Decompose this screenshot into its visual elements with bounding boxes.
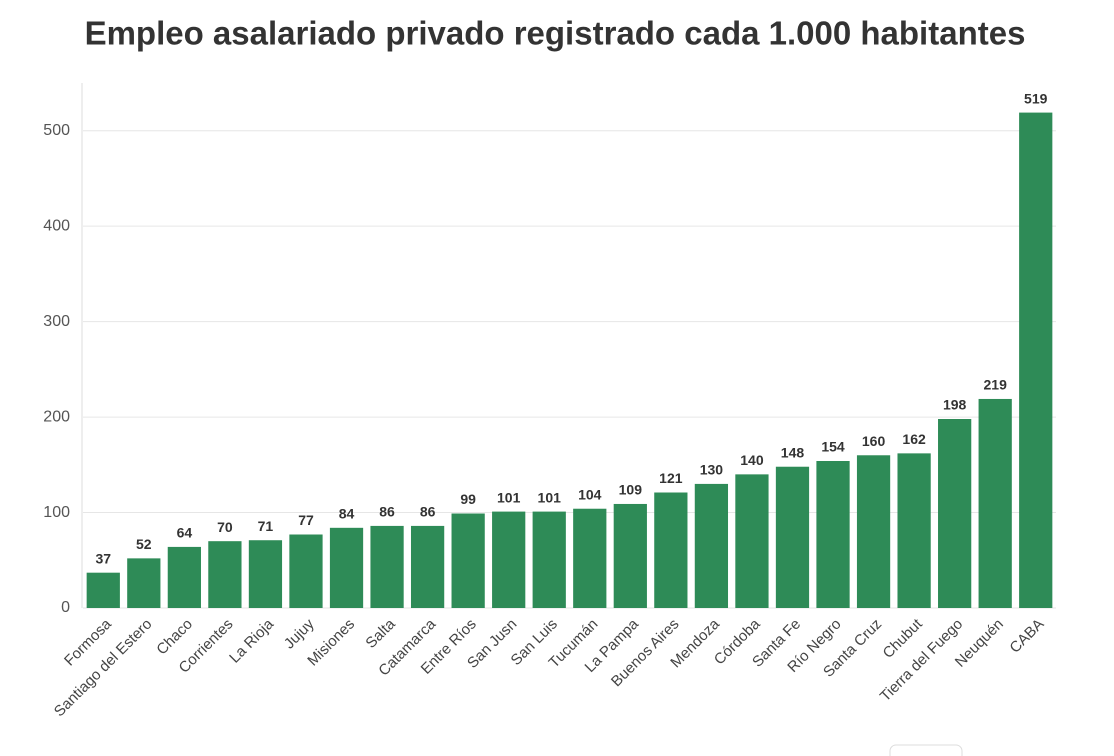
chart-title: Empleo asalariado privado registrado cad… xyxy=(85,15,1026,52)
bar xyxy=(735,474,769,608)
bar xyxy=(775,466,810,608)
value-label: 130 xyxy=(700,462,724,478)
y-tick-label: 100 xyxy=(43,504,70,521)
value-label: 160 xyxy=(862,433,886,449)
bar xyxy=(492,511,526,608)
value-label: 86 xyxy=(420,504,436,520)
value-label: 154 xyxy=(821,439,845,455)
bar xyxy=(289,534,323,608)
value-label: 99 xyxy=(460,491,476,507)
value-label: 70 xyxy=(217,519,233,535)
value-label: 148 xyxy=(781,444,805,460)
bar xyxy=(532,511,566,608)
y-tick-label: 200 xyxy=(43,408,70,425)
bar xyxy=(654,492,688,608)
x-tick-label: Jujuy xyxy=(281,615,318,652)
bar xyxy=(897,453,931,608)
bar xyxy=(86,572,120,608)
value-label: 84 xyxy=(339,506,355,522)
value-label: 52 xyxy=(136,536,152,552)
bar xyxy=(127,558,161,608)
bar xyxy=(694,483,729,608)
value-label: 86 xyxy=(379,504,395,520)
value-label: 64 xyxy=(177,525,193,541)
value-label: 71 xyxy=(258,518,274,534)
value-label: 162 xyxy=(902,431,926,447)
value-label: 219 xyxy=(984,377,1008,393)
bar xyxy=(978,398,1012,608)
y-tick-label: 0 xyxy=(61,599,70,616)
bar xyxy=(573,508,607,608)
x-tick-label: La Rioja xyxy=(226,615,277,666)
bar xyxy=(410,525,445,608)
value-label: 101 xyxy=(497,489,521,505)
bar xyxy=(613,503,647,608)
bar xyxy=(938,419,972,608)
value-label: 140 xyxy=(740,452,764,468)
x-tick-label: Salta xyxy=(362,615,399,652)
bar xyxy=(451,513,485,608)
bar xyxy=(816,461,850,608)
value-label: 37 xyxy=(95,550,111,566)
menu-button[interactable] xyxy=(889,744,963,756)
bar xyxy=(248,540,283,608)
y-tick-label: 300 xyxy=(43,313,70,330)
value-label: 77 xyxy=(298,512,314,528)
value-label: 109 xyxy=(619,482,643,498)
bar xyxy=(1019,112,1053,608)
value-label: 121 xyxy=(659,470,683,486)
value-label: 519 xyxy=(1024,90,1048,106)
bar xyxy=(208,541,242,608)
bar xyxy=(329,527,364,608)
x-tick-label: CABA xyxy=(1006,616,1047,657)
value-label: 198 xyxy=(943,397,967,413)
value-label: 104 xyxy=(578,486,602,502)
y-tick-label: 500 xyxy=(43,122,70,139)
bar xyxy=(856,455,891,608)
bar xyxy=(370,525,404,608)
y-tick-label: 400 xyxy=(43,217,70,234)
value-label: 101 xyxy=(538,489,562,505)
bar xyxy=(167,546,201,608)
